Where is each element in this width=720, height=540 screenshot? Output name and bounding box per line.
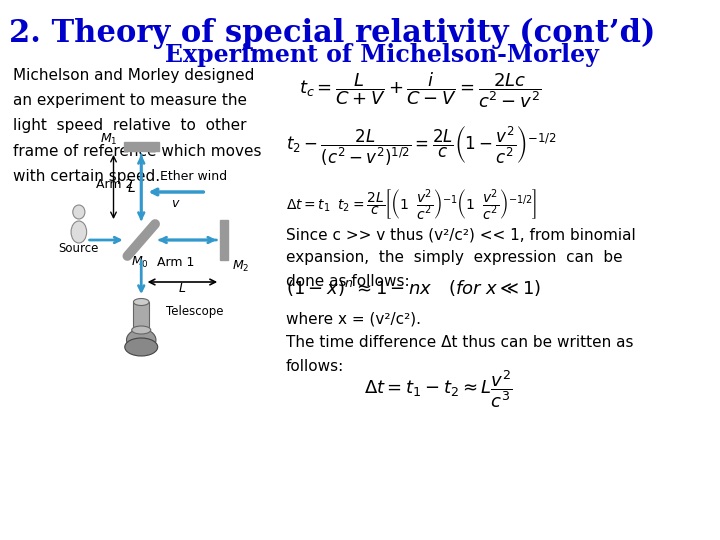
Ellipse shape	[133, 299, 149, 306]
Text: Source: Source	[58, 242, 99, 255]
Text: Experiment of Michelson-Morley: Experiment of Michelson-Morley	[165, 43, 598, 67]
Text: $t_2 - \dfrac{2L}{(c^2-v^2)^{1/2}} = \dfrac{2L}{c}\left(1-\dfrac{v^2}{c^2}\right: $t_2 - \dfrac{2L}{(c^2-v^2)^{1/2}} = \df…	[286, 125, 557, 168]
Ellipse shape	[73, 205, 85, 219]
Ellipse shape	[132, 326, 150, 334]
Text: Since c >> v thus (v²/c²) << 1, from binomial
expansion,  the  simply  expressio: Since c >> v thus (v²/c²) << 1, from bin…	[286, 227, 636, 289]
Bar	[124, 142, 158, 151]
Ellipse shape	[127, 329, 156, 351]
Text: $L$: $L$	[127, 181, 136, 195]
Bar	[133, 302, 149, 330]
Text: Ether wind: Ether wind	[161, 170, 228, 183]
Text: $M_1$: $M_1$	[99, 132, 117, 147]
Bar	[220, 220, 228, 260]
Text: $\Delta t = t_1 - t_2 \approx L\dfrac{v^2}{c^3}$: $\Delta t = t_1 - t_2 \approx L\dfrac{v^…	[364, 368, 513, 410]
Text: 2. Theory of special relativity (cont’d): 2. Theory of special relativity (cont’d)	[9, 18, 655, 49]
Text: $t_c = \dfrac{L}{C+V} + \dfrac{i}{C-V} = \dfrac{2Lc}{c^2 - v^2}$: $t_c = \dfrac{L}{C+V} + \dfrac{i}{C-V} =…	[299, 70, 541, 110]
Text: Arm 2: Arm 2	[96, 178, 133, 191]
Text: Michelson and Morley designed
an experiment to measure the
light  speed  relativ: Michelson and Morley designed an experim…	[13, 68, 261, 184]
Text: Arm 1: Arm 1	[157, 256, 194, 269]
Text: $M_2$: $M_2$	[233, 259, 250, 274]
Text: Telescope: Telescope	[166, 305, 223, 318]
Text: $v$: $v$	[171, 197, 181, 210]
Text: $\Delta t = t_1 \;\; t_2 = \dfrac{2L}{c}\left[\left(1 \;\;\dfrac{v^2}{c^2}\right: $\Delta t = t_1 \;\; t_2 = \dfrac{2L}{c}…	[286, 188, 537, 223]
Text: $M_0$: $M_0$	[130, 255, 148, 270]
Ellipse shape	[71, 221, 86, 243]
Ellipse shape	[125, 338, 158, 356]
Text: $(1-x)^n \approx 1-nx \quad (for\ x \ll 1)$: $(1-x)^n \approx 1-nx \quad (for\ x \ll …	[286, 278, 541, 298]
Text: where x = (v²/c²).
The time difference Δt thus can be written as
follows:: where x = (v²/c²). The time difference Δ…	[286, 312, 634, 374]
Text: $L$: $L$	[178, 282, 186, 295]
